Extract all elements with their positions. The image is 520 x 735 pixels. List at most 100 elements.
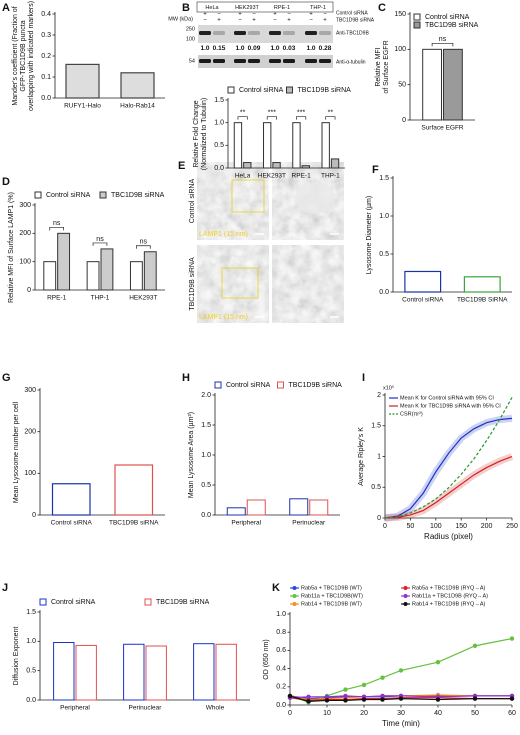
bar <box>443 48 463 121</box>
band <box>248 31 260 35</box>
bar <box>226 507 246 516</box>
sign: + <box>273 12 277 18</box>
significance: ns <box>53 220 61 227</box>
x-tick-label: THP-1 <box>321 173 340 180</box>
bar <box>43 261 57 291</box>
series-line <box>384 417 513 519</box>
significance-bracket <box>296 116 307 120</box>
y-tick-label: 0.2 <box>276 684 286 691</box>
marker <box>509 696 515 701</box>
bar <box>422 48 443 121</box>
y-axis-label: Relative Fold Change <box>193 100 200 167</box>
y-tick-label: 300 <box>24 387 36 394</box>
marker <box>324 698 330 703</box>
chart: 0.0 0.5 1.0 1.5 Relative Fold Change (Normali… <box>193 86 351 180</box>
significance-bracket <box>237 116 248 120</box>
y-tick-label: 150 <box>394 11 406 18</box>
bar <box>309 499 329 516</box>
significance: *** <box>297 110 305 117</box>
marker <box>472 696 478 701</box>
axis-line <box>214 393 340 516</box>
x-tick-label: RUFY1-Halo <box>64 103 101 110</box>
marker <box>343 698 348 703</box>
legend-label: Control siRNA <box>239 87 284 94</box>
stain-label: LAMP1 (15 nm) <box>199 231 248 238</box>
legend-swatch <box>34 191 42 199</box>
y-tick-label: 100 <box>19 259 31 266</box>
significance-bracket <box>325 116 336 120</box>
band <box>269 31 281 35</box>
x-tick-label: HeLa <box>235 173 251 180</box>
sign: − <box>217 12 221 18</box>
y-axis-label: of Surface EGFR <box>383 40 390 93</box>
panel-letter: E <box>178 160 185 172</box>
y-tick-label: 100 <box>394 46 406 53</box>
sign: − <box>273 18 277 24</box>
x-tick-label: 60 <box>508 710 516 717</box>
y-tick-label: 0.1 <box>41 74 51 81</box>
y-tick-label: 0 <box>402 117 406 124</box>
micrograph <box>197 245 269 323</box>
legend-swatch <box>413 21 421 29</box>
x-axis-label: Time (min) <box>382 719 420 728</box>
y-axis-label: Relative MFI <box>375 47 382 86</box>
chart: K 0.0 0.2 0.4 0.6 0.8 1.0 OD (650 nm) Time (min)… <box>263 582 516 728</box>
legend-label: Rab14 + TBC1D9B (WT) <box>301 601 362 607</box>
legend-swatch <box>277 381 284 389</box>
panel-letter: D <box>2 176 10 188</box>
y-tick-label: 2.0 <box>201 392 211 399</box>
bar <box>215 643 237 701</box>
zoom-box <box>221 267 259 299</box>
significance-bracket <box>431 42 454 47</box>
legend-label: Control siRNA <box>51 599 96 606</box>
bar <box>129 261 143 291</box>
significance-bracket <box>92 242 108 246</box>
row-label: TBC1D9B siRNA <box>189 257 196 311</box>
chart: J 0.0 0.5 1.0 1.5 Diffusion Exponent Periphera… <box>2 582 250 712</box>
legend-swatch <box>214 381 222 389</box>
y-axis-label: Mean Lysosome Area (µm²) <box>188 412 195 498</box>
y-tick-label: 0.5 <box>371 484 381 491</box>
y-tick-label: 0 <box>32 512 36 519</box>
panel-letter: J <box>2 582 8 594</box>
legend-label: Control siRNA <box>226 382 271 389</box>
legend-label: TBC1D9B siRNA <box>156 599 210 606</box>
marker <box>435 697 441 702</box>
legend-swatch <box>39 598 47 606</box>
legend-label: Mean K for Control siRNA with 95% CI <box>400 395 494 401</box>
cell-line: HeLa <box>205 5 219 11</box>
y-axis-label: Relative MFI of Surface LAMP1 (%) <box>8 192 15 303</box>
x-tick-label: 0 <box>383 523 387 530</box>
band <box>213 59 225 63</box>
y-tick-label: 1.5 <box>371 423 381 430</box>
legend-swatch <box>286 86 293 94</box>
x-tick-label: 20 <box>360 710 368 717</box>
mw-label: MW (kDa) <box>168 16 193 22</box>
series-line <box>289 697 512 702</box>
western-blot: B MW (kDa) 250 100 54 Control siRNA TBC1… <box>168 1 375 68</box>
y-tick-label: 0.6 <box>276 647 286 654</box>
header-box <box>196 1 334 13</box>
significance-bracket <box>136 245 151 249</box>
series-line <box>289 695 512 702</box>
band <box>213 31 225 35</box>
panel-letter: A <box>2 2 10 14</box>
marker <box>380 697 385 702</box>
marker <box>343 693 348 699</box>
y-tick-label: 1.0 <box>201 452 211 459</box>
legend-swatch <box>292 602 297 606</box>
marker <box>380 675 385 680</box>
band <box>283 59 295 63</box>
y-tick-label: 0.0 <box>276 702 286 709</box>
sign: + <box>309 12 313 18</box>
x-tick-label: Surface EGFR <box>421 125 464 132</box>
legend-swatch <box>144 598 152 606</box>
sign: − <box>309 18 313 24</box>
bar <box>57 232 71 291</box>
y-tick-label: 0.0 <box>41 95 51 102</box>
bar <box>86 261 100 291</box>
fold-change: 1.0 <box>235 45 244 52</box>
band <box>283 31 295 35</box>
bar <box>123 643 145 701</box>
panel-letter: G <box>2 372 11 384</box>
